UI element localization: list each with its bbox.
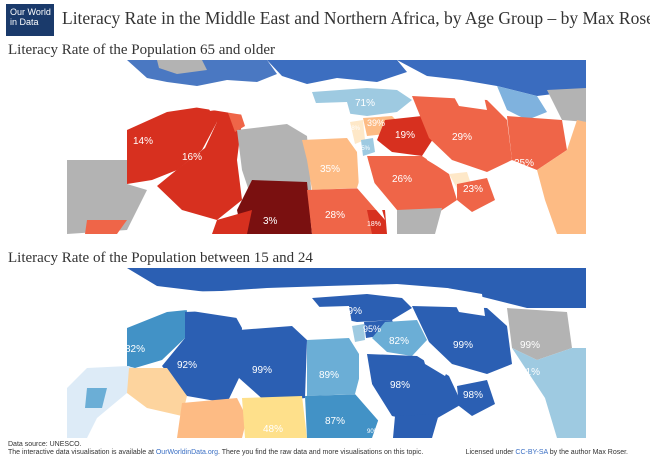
page-title: Literacy Rate in the Middle East and Nor… [62,8,650,28]
footer-note: The interactive data visualisation is av… [8,449,423,456]
country-libya-b [239,326,307,403]
country-lebanon-b [352,324,365,342]
country-jordan [361,138,375,156]
country-sudan-b [305,394,379,438]
label-libya-b: 99% [252,365,272,376]
footer-note-suffix: . There you find the raw data and more v… [217,449,424,456]
license-prefix: Licensed under [465,449,516,456]
country-egypt [302,138,359,190]
logo-line-1: Our World [10,7,51,17]
country-iran [412,96,512,172]
country-sudan [307,188,382,234]
label-iraq: 19% [395,130,415,141]
country-afghanistan [507,116,567,170]
caucasus-region [397,60,586,96]
caspian-sea [447,84,487,110]
country-egypt-b [307,338,359,396]
country-lebanon-israel [350,120,365,144]
balkans-region [267,60,407,84]
label-pakistan-b: 71% [520,367,540,378]
red-sea-b [355,356,383,426]
country-mauritania-west [85,388,107,408]
label-syria: 39% [367,118,385,128]
label-egypt: 35% [320,164,340,175]
owid-logo: Our World in Data [6,4,54,36]
country-western-sahara [67,160,147,234]
label-afghanistan: 25% [514,158,534,169]
caspian-sea-b [447,288,485,316]
owid-link[interactable]: OurWorldinData.org [155,449,218,456]
north-region [127,268,586,308]
label-lebanon: 58% [348,126,361,132]
eastern-mediterranean [287,102,352,124]
label-oman-b: 98% [463,390,483,401]
label-niger-b: 48% [263,424,283,435]
label-oman: 23% [463,184,483,195]
label-morocco: 14% [133,136,153,147]
label-saudi-arabia: 26% [392,174,412,185]
persian-gulf-b [422,354,449,376]
red-sea [357,156,385,220]
label-egypt-b: 89% [319,370,339,381]
country-yemen-b [393,414,439,438]
no-data-north [157,60,207,74]
map-15-24: 99% 95% 99% 82% 82% 92% 99% 89% 98% 99% … [67,268,586,438]
footer-note-prefix: The interactive data visualisation is av… [8,449,156,456]
country-yemen [397,208,442,234]
eastern-mediterranean-b [282,306,352,328]
license-suffix: by the author Max Roser. [547,449,628,456]
country-iran-b [412,306,512,374]
license-link[interactable]: CC-BY-SA [515,449,548,456]
country-algeria-b [162,310,242,403]
country-oman [457,178,495,212]
country-algeria [157,108,242,220]
mediterranean-sea-b [162,290,307,324]
label-algeria-b: 92% [177,360,197,371]
footer-source: Data source: UNESCO. [8,441,82,448]
no-data-east [547,88,586,122]
country-mauritania [85,220,127,234]
label-turkey: 71% [355,98,375,109]
subtitle-65-older: Literacy Rate of the Population 65 and o… [8,42,276,58]
logo-line-2: in Data [10,17,39,27]
country-mali [212,210,252,234]
label-syria-b: 95% [363,324,381,334]
country-oman-b [457,380,495,416]
label-niger: 3% [263,216,278,227]
label-iran-b: 99% [453,340,473,351]
country-saudi-arabia [367,156,457,220]
label-algeria: 16% [182,152,202,163]
label-eritrea: 18% [367,221,381,228]
label-central-b: 99% [520,340,540,351]
country-mali-b [177,398,247,438]
country-afghanistan-b [507,308,572,360]
country-iraq [377,116,435,156]
country-pakistan-b [512,348,586,438]
country-morocco-b [127,310,187,368]
label-eritrea-b: 90% [367,429,380,435]
label-jordan: 55% [358,146,371,152]
subtitle-15-24: Literacy Rate of the Population between … [8,250,313,266]
mediterranean-sea [167,90,307,120]
label-iraq-b: 82% [389,336,409,347]
label-saudi-arabia-b: 98% [390,380,410,391]
label-turkey-b: 99% [342,306,362,317]
central-asia-region [497,86,547,120]
country-niger-b [242,396,307,438]
label-sudan-b: 87% [325,416,345,427]
label-morocco-b: 82% [125,344,145,355]
country-pakistan [537,120,586,234]
label-sudan: 28% [325,210,345,221]
footer-license: Licensed under CC-BY-SA by the author Ma… [466,449,628,456]
map-65-older: 71% 58% 39% 19% 29% 14% 16% 55% 35% 26% … [67,60,586,234]
country-iraq-b [372,320,427,356]
country-mauritania-b [127,368,187,416]
label-iran: 29% [452,132,472,143]
country-niger [237,180,312,234]
country-morocco [127,106,217,184]
persian-gulf [425,152,452,172]
